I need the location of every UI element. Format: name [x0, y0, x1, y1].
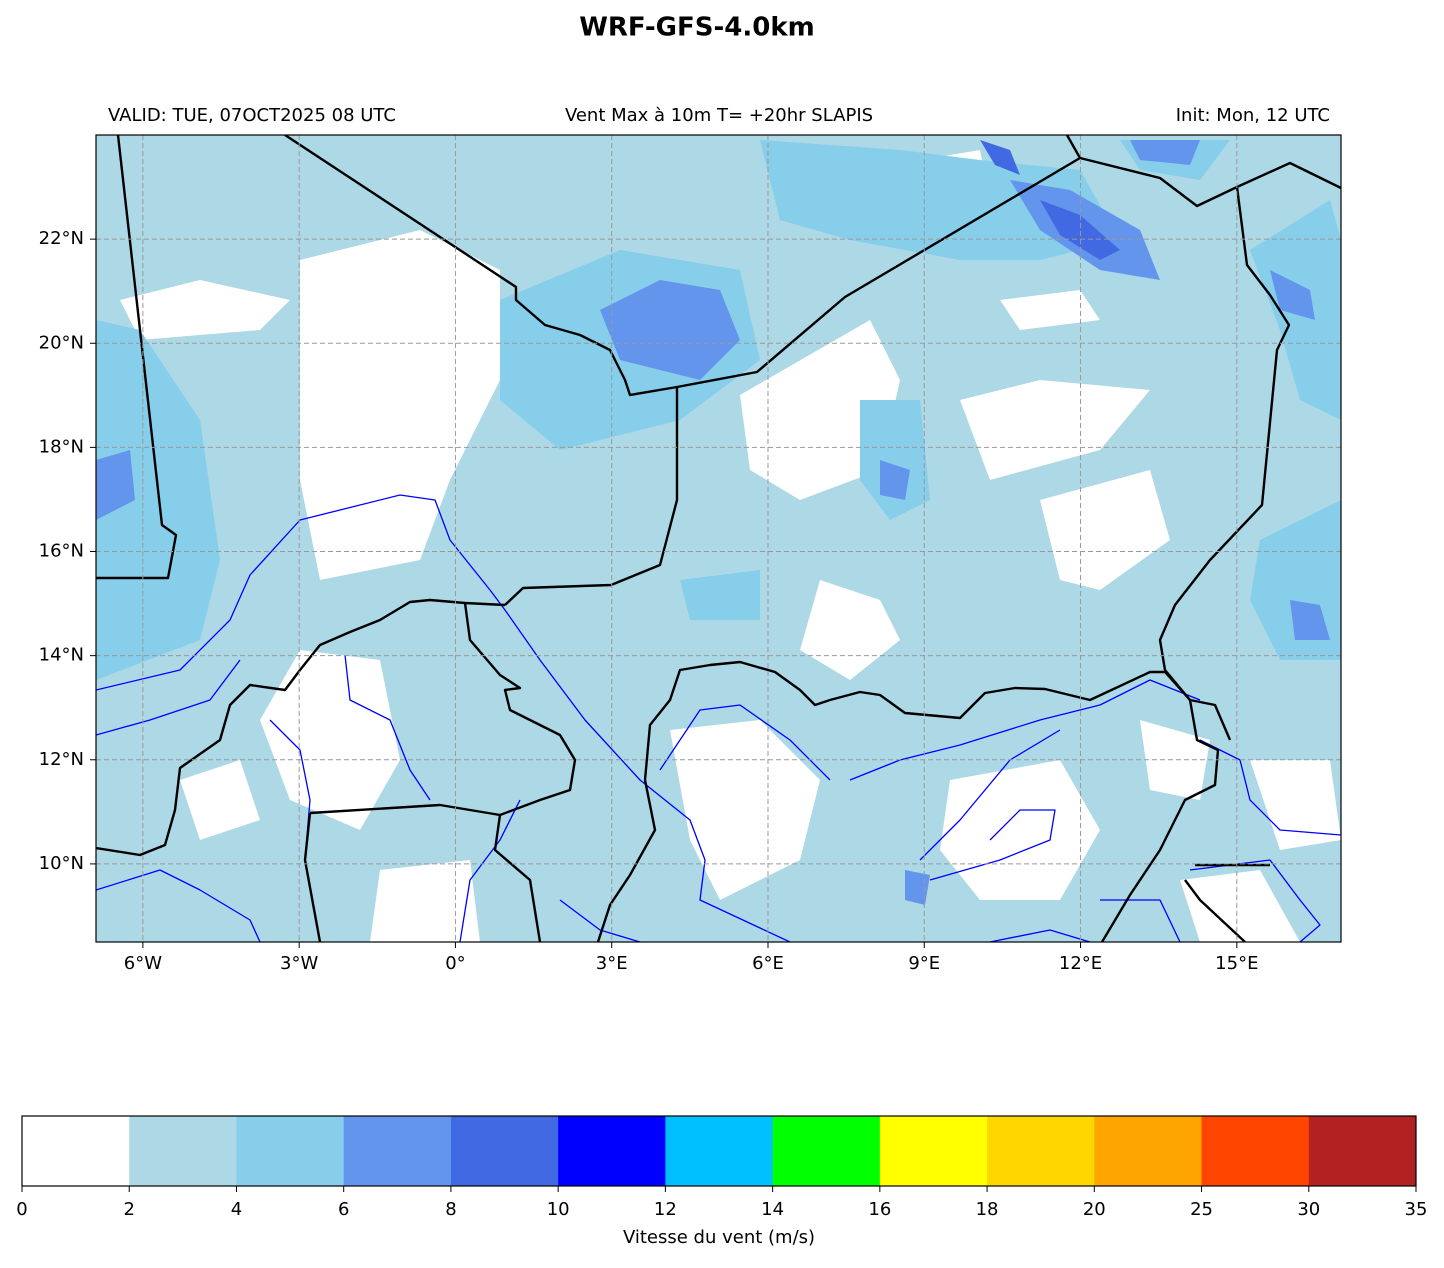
- x-tick-label: 3°E: [596, 953, 628, 974]
- colorbar-tick-label: 8: [445, 1199, 456, 1220]
- field-description: Vent Max à 10m T= +20hr SLAPIS: [565, 105, 873, 126]
- rivers: [96, 494, 1341, 942]
- map-frame: [95, 134, 1342, 943]
- calm-areas: [120, 150, 1341, 942]
- colorbar-segment: [879, 1116, 988, 1186]
- graticule: [96, 135, 1341, 942]
- colorbar-tick-label: 18: [976, 1199, 999, 1220]
- colorbar-segment: [665, 1116, 774, 1186]
- colorbar: 0 2 4 6 8 10 12 14 16 18 20 25 30 35: [16, 1115, 1428, 1220]
- colorbar-tick-label: 25: [1190, 1199, 1213, 1220]
- colorbar-tick-label: 16: [868, 1199, 891, 1220]
- colorbar-segment: [1201, 1116, 1310, 1186]
- colorbar-tick-label: 10: [547, 1199, 570, 1220]
- x-tick-label: 6°W: [124, 953, 162, 974]
- x-tick-label: 15°E: [1215, 953, 1258, 974]
- colorbar-segment: [343, 1116, 452, 1186]
- y-tick-label: 18°N: [39, 436, 84, 457]
- init-time: Init: Mon, 12 UTC: [1176, 105, 1330, 126]
- colorbar-tick-label: 35: [1405, 1199, 1428, 1220]
- colorbar-label: Vitesse du vent (m/s): [623, 1227, 815, 1248]
- colorbar-segment: [22, 1116, 130, 1186]
- colorbar-segment: [558, 1116, 666, 1186]
- colorbar-segment: [1094, 1116, 1203, 1186]
- y-tick-label: 20°N: [39, 332, 84, 353]
- country-borders: [96, 135, 1341, 942]
- colorbar-tick-label: 20: [1083, 1199, 1106, 1220]
- very-strong-wind-areas: [980, 140, 1120, 260]
- map-area: [96, 135, 1341, 942]
- colorbar-tick-label: 12: [654, 1199, 677, 1220]
- y-tick-label: 12°N: [39, 749, 84, 770]
- map-title: WRF-GFS-4.0km: [579, 13, 815, 43]
- colorbar-tick-label: 4: [231, 1199, 242, 1220]
- colorbar-segment: [129, 1116, 237, 1186]
- colorbar-segment: [987, 1116, 1095, 1186]
- x-tick-label: 12°E: [1059, 953, 1102, 974]
- colorbar-tick-label: 0: [16, 1199, 27, 1220]
- colorbar-segment: [1308, 1116, 1417, 1186]
- colorbar-segment: [236, 1116, 345, 1186]
- colorbar-segment: [772, 1116, 881, 1186]
- colorbar-segment: [450, 1116, 559, 1186]
- colorbar-tick-label: 2: [124, 1199, 135, 1220]
- valid-time: VALID: TUE, 07OCT2025 08 UTC: [108, 105, 396, 126]
- colorbar-frame: [21, 1115, 1417, 1187]
- x-tick-label: 3°W: [280, 953, 318, 974]
- x-tick-label: 6°E: [752, 953, 784, 974]
- y-tick-label: 16°N: [39, 541, 84, 562]
- x-tick-label: 9°E: [908, 953, 940, 974]
- colorbar-tick-label: 6: [338, 1199, 349, 1220]
- x-tick-label: 0°: [445, 953, 465, 974]
- colorbar-tick-label: 14: [761, 1199, 784, 1220]
- y-tick-label: 10°N: [39, 853, 84, 874]
- colorbar-tick-label: 30: [1297, 1199, 1320, 1220]
- y-tick-label: 22°N: [39, 228, 84, 249]
- y-tick-label: 14°N: [39, 645, 84, 666]
